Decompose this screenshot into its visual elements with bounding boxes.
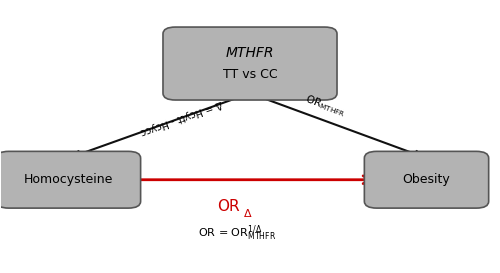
Text: Δ = Hcytt - Hcycc: Δ = Hcytt - Hcycc	[138, 98, 223, 136]
Text: OR = OR$_{\mathregular{MTHFR}}^{\mathregular{1/\Delta}}$: OR = OR$_{\mathregular{MTHFR}}^{\mathreg…	[198, 224, 277, 244]
Text: Homocysteine: Homocysteine	[24, 173, 113, 186]
Text: TT vs CC: TT vs CC	[222, 68, 278, 81]
Text: OR$_{\mathregular{MTHFR}}$: OR$_{\mathregular{MTHFR}}$	[304, 92, 348, 120]
FancyBboxPatch shape	[163, 27, 337, 100]
Text: MTHFR: MTHFR	[226, 46, 274, 60]
FancyBboxPatch shape	[364, 151, 488, 208]
Text: OR: OR	[218, 199, 240, 214]
Text: Obesity: Obesity	[402, 173, 450, 186]
FancyBboxPatch shape	[0, 151, 140, 208]
Text: Δ: Δ	[244, 209, 251, 218]
